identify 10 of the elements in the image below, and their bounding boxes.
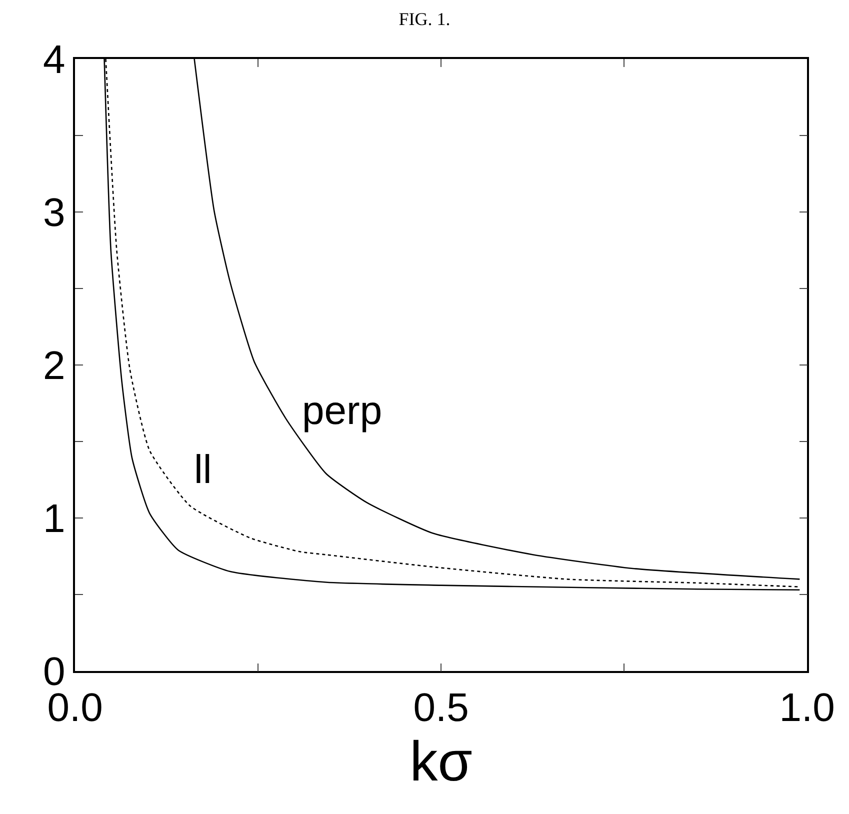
x-tick-label: 0.5 [413,686,469,730]
y-tick-label: 2 [43,344,66,388]
y-tick-label: 3 [43,191,66,235]
series-label: ll [194,448,212,492]
x-tick-label: 1.0 [779,686,835,730]
y-tick-label: 1 [43,497,66,541]
x-axis-title: kσ [410,730,472,793]
chart-title: FIG. 1. [398,8,450,29]
y-tick-label: 4 [43,38,66,82]
series-label: perp [302,389,382,433]
